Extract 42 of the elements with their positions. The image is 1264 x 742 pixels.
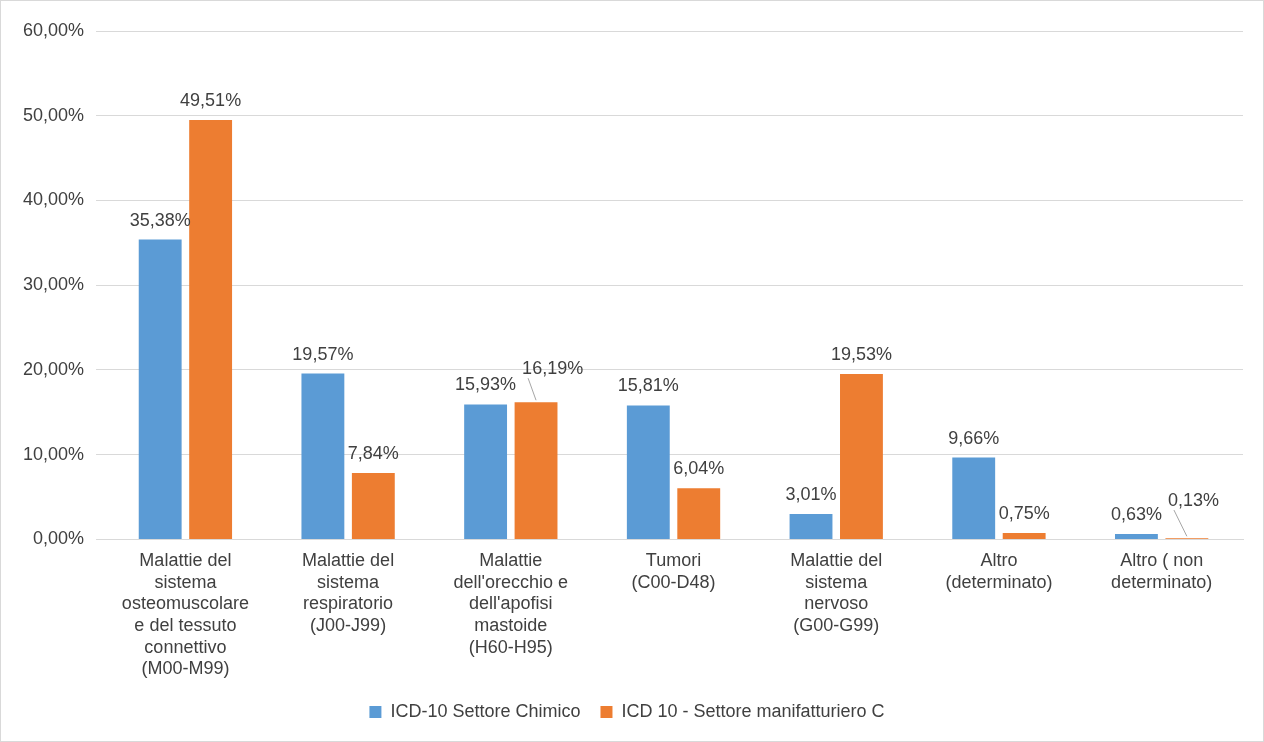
legend-label: ICD-10 Settore Chimico (390, 700, 581, 721)
bar (677, 488, 721, 539)
data-label: 0,63% (1110, 504, 1162, 525)
x-tick-label: Altro ( non determinato) (1111, 550, 1213, 592)
data-label: 7,84% (347, 442, 399, 463)
data-label: 15,93% (455, 374, 517, 395)
data-label: 3,01% (785, 483, 837, 504)
x-tick-label: Malattie del sistema osteomuscolare e del tessuto connettivo (M00-M99) (121, 550, 249, 679)
bar (626, 405, 670, 539)
bar (351, 472, 395, 539)
bar (464, 404, 508, 539)
data-label: 19,53% (830, 343, 892, 364)
data-label: 0,13% (1167, 490, 1219, 511)
x-tick-label: Altro (determinato) (945, 550, 1053, 592)
data-label: 49,51% (180, 89, 242, 110)
data-label: 0,75% (998, 503, 1050, 524)
bar (514, 402, 558, 539)
bar (1002, 533, 1046, 539)
bar (189, 119, 233, 539)
bar (301, 373, 345, 539)
bar (789, 513, 833, 539)
y-tick-label: 60,00% (22, 19, 85, 40)
y-tick-label: 50,00% (22, 104, 85, 125)
data-label: 19,57% (292, 343, 354, 364)
data-label: 15,81% (617, 375, 679, 396)
x-tick-label: Malattie del sistema respiratorio (J00-J99) (302, 550, 395, 635)
legend-label: ICD 10 - Settore manifatturiero C (621, 700, 885, 721)
bar (952, 457, 996, 539)
data-label: 6,04% (673, 458, 725, 479)
data-label: 9,66% (948, 427, 1000, 448)
y-tick-label: 0,00% (33, 528, 85, 549)
bar (840, 373, 883, 539)
bar (1114, 534, 1158, 539)
data-label: 16,19% (522, 358, 584, 379)
y-tick-label: 40,00% (22, 189, 85, 210)
x-tick-label: Malattie del sistema nervoso (G00-G99) (790, 550, 883, 635)
x-tick-label: Tumori (C00-D48) (631, 550, 716, 592)
y-tick-label: 30,00% (22, 274, 85, 295)
bar (138, 239, 182, 539)
y-tick-label: 20,00% (22, 358, 85, 379)
y-tick-label: 10,00% (22, 443, 85, 464)
x-tick-label: Malattie dell'orecchio e dell'apofisi mastoide (H60-H95) (453, 550, 569, 657)
